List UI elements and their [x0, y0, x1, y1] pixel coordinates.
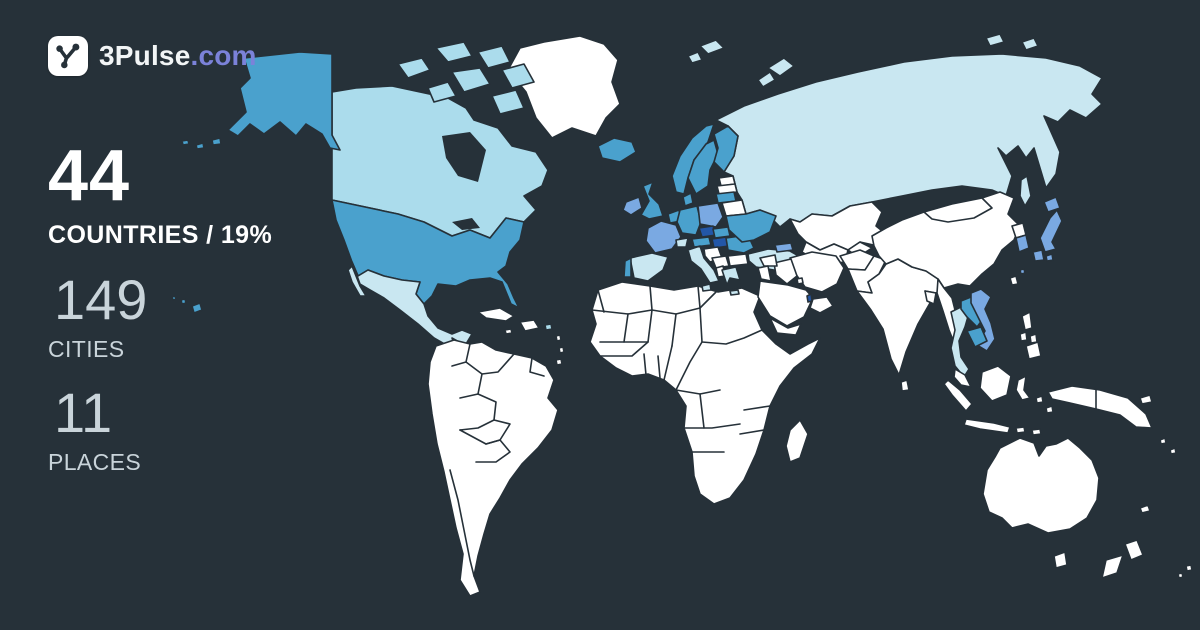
country-spain	[629, 252, 669, 282]
islands-lesser-antilles	[555, 334, 565, 366]
country-austria	[691, 236, 712, 248]
places-label: PLACES	[48, 449, 142, 475]
islands-hawaii	[171, 295, 203, 314]
places-count: 11	[54, 381, 113, 444]
country-japan-honshu	[1039, 209, 1063, 253]
country-iraq	[773, 258, 798, 285]
country-greece	[721, 266, 741, 286]
hudson-bay	[442, 132, 486, 182]
islands-east-siberian	[985, 33, 1039, 51]
islands-novaya-zemlya	[757, 57, 795, 88]
stat-places: 11 PLACES	[48, 385, 272, 476]
country-serbia	[711, 255, 730, 269]
country-borders	[449, 285, 1097, 577]
country-jordan	[757, 265, 772, 282]
island-taiwan	[1009, 275, 1019, 286]
pulse-branch-icon	[48, 36, 88, 76]
islands-fiji	[1177, 564, 1193, 579]
country-slovakia	[712, 226, 731, 239]
country-united-kingdom	[640, 181, 664, 220]
country-iran	[789, 251, 845, 293]
country-iceland	[597, 137, 637, 163]
country-cambodia	[966, 326, 988, 348]
country-australia	[982, 437, 1100, 534]
country-yemen	[769, 317, 802, 336]
islands-aleutian	[181, 137, 222, 150]
country-syria	[759, 254, 778, 267]
country-malaysia	[953, 368, 972, 388]
country-oman	[809, 296, 834, 314]
country-japan-kyushu	[1032, 249, 1045, 262]
continent-south-america	[427, 339, 559, 597]
countries-label: COUNTRIES / 19%	[48, 221, 273, 249]
cities-label: CITIES	[48, 336, 125, 362]
country-norway	[671, 123, 715, 195]
island-new-guinea	[1047, 385, 1153, 429]
island-sicily	[701, 283, 712, 292]
country-vietnam	[970, 288, 996, 352]
great-lakes	[452, 218, 480, 230]
country-thailand	[950, 306, 970, 378]
country-philippines	[1019, 311, 1042, 360]
country-germany	[676, 205, 702, 236]
country-usa-alaska	[227, 51, 341, 151]
country-japan-hokkaido	[1043, 196, 1061, 213]
country-cuba	[477, 307, 515, 322]
country-denmark	[682, 192, 694, 207]
brand-wordmark: 3Pulse.com	[99, 40, 257, 72]
country-qatar	[806, 293, 813, 303]
country-south-korea	[1015, 234, 1030, 253]
country-kuwait	[796, 277, 804, 285]
islands-lesser-sunda	[1015, 426, 1042, 436]
country-mexico	[347, 261, 473, 347]
brand-logo[interactable]: 3Pulse.com	[48, 36, 257, 76]
country-new-zealand	[1101, 539, 1144, 579]
island-borneo	[979, 365, 1012, 402]
country-greenland	[507, 35, 621, 139]
island-java	[963, 418, 1011, 434]
island-jamaica	[504, 328, 513, 335]
islands-new-britain	[1139, 394, 1153, 405]
island-crete	[729, 289, 740, 296]
country-ukraine	[725, 209, 777, 243]
island-sumatra	[943, 379, 973, 412]
island-hispaniola	[519, 319, 540, 332]
country-madagascar	[785, 419, 809, 463]
islands-svalbard	[687, 39, 725, 64]
islands-okinawa	[1019, 268, 1026, 275]
country-france	[645, 220, 682, 254]
country-georgia	[774, 242, 794, 253]
countries-count: 44	[48, 136, 131, 216]
cities-count: 149	[54, 268, 148, 331]
country-finland	[713, 125, 739, 173]
brand-tld: .com	[190, 40, 257, 71]
stat-countries: 44 COUNTRIES / 19%	[48, 140, 272, 250]
country-portugal	[623, 257, 632, 278]
island-new-caledonia	[1139, 504, 1151, 514]
islands-solomon	[1159, 437, 1177, 455]
country-mongolia	[923, 197, 993, 223]
country-japan-shikoku	[1045, 253, 1054, 262]
stat-cities: 149 CITIES	[48, 272, 272, 363]
brand-name: 3Pulse	[99, 40, 191, 71]
island-tasmania	[1053, 551, 1068, 569]
country-bangladesh	[924, 290, 937, 305]
country-ireland	[622, 196, 643, 216]
country-sri-lanka	[900, 379, 910, 392]
country-russia-sakhalin	[1019, 175, 1032, 207]
country-poland	[697, 202, 724, 228]
country-canada-arctic-islands	[397, 41, 535, 115]
stats-panel: 44 COUNTRIES / 19% 149 CITIES 11 PLACES	[48, 140, 272, 476]
island-sulawesi	[1015, 375, 1031, 401]
country-italy	[687, 245, 720, 284]
country-switzerland	[675, 237, 689, 248]
island-puerto-rico	[544, 323, 553, 331]
country-saudi-arabia	[757, 280, 814, 327]
islands-maluku	[1035, 395, 1054, 414]
country-bulgaria	[727, 253, 749, 267]
